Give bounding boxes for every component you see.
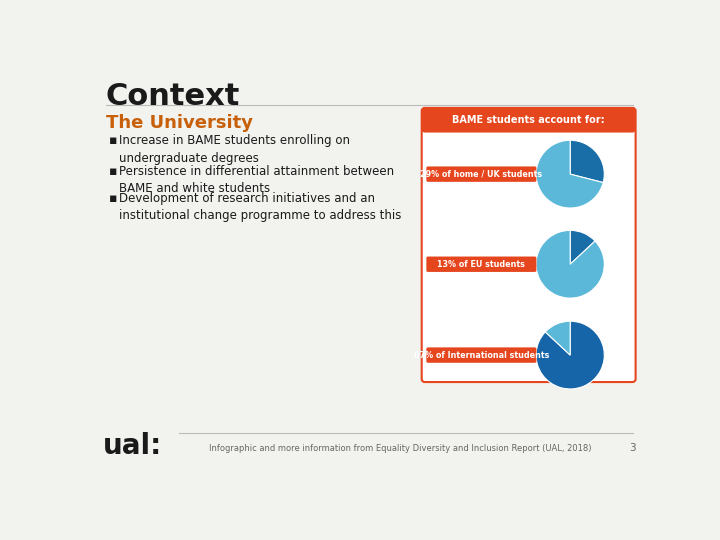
Wedge shape: [536, 231, 604, 298]
Wedge shape: [536, 140, 603, 208]
Text: 13% of EU students: 13% of EU students: [438, 260, 526, 269]
FancyBboxPatch shape: [426, 256, 536, 272]
Text: Development of research initiatives and an
institutional change programme to add: Development of research initiatives and …: [120, 192, 402, 222]
Text: Infographic and more information from Equality Diversity and Inclusion Report (U: Infographic and more information from Eq…: [209, 444, 591, 453]
Wedge shape: [570, 231, 595, 264]
Text: BAME students account for:: BAME students account for:: [452, 115, 605, 125]
Text: ual:: ual:: [102, 432, 162, 460]
FancyBboxPatch shape: [422, 108, 636, 382]
Text: ▪: ▪: [109, 165, 117, 178]
Text: Context: Context: [106, 82, 240, 111]
Text: 3: 3: [629, 443, 636, 453]
Wedge shape: [570, 140, 604, 183]
Wedge shape: [545, 321, 570, 355]
FancyBboxPatch shape: [422, 108, 636, 132]
Text: Persistence in differential attainment between
BAME and white students: Persistence in differential attainment b…: [120, 165, 395, 195]
Text: The University: The University: [106, 114, 253, 132]
FancyBboxPatch shape: [426, 166, 536, 182]
Text: 87% of International students: 87% of International students: [414, 350, 549, 360]
FancyBboxPatch shape: [426, 347, 536, 363]
Text: Increase in BAME students enrolling on
undergraduate degrees: Increase in BAME students enrolling on u…: [120, 134, 351, 165]
Text: 29% of home / UK students: 29% of home / UK students: [420, 170, 542, 179]
Text: ▪: ▪: [109, 134, 117, 147]
Bar: [425, 120, 632, 130]
Wedge shape: [536, 321, 604, 389]
Text: ▪: ▪: [109, 192, 117, 205]
